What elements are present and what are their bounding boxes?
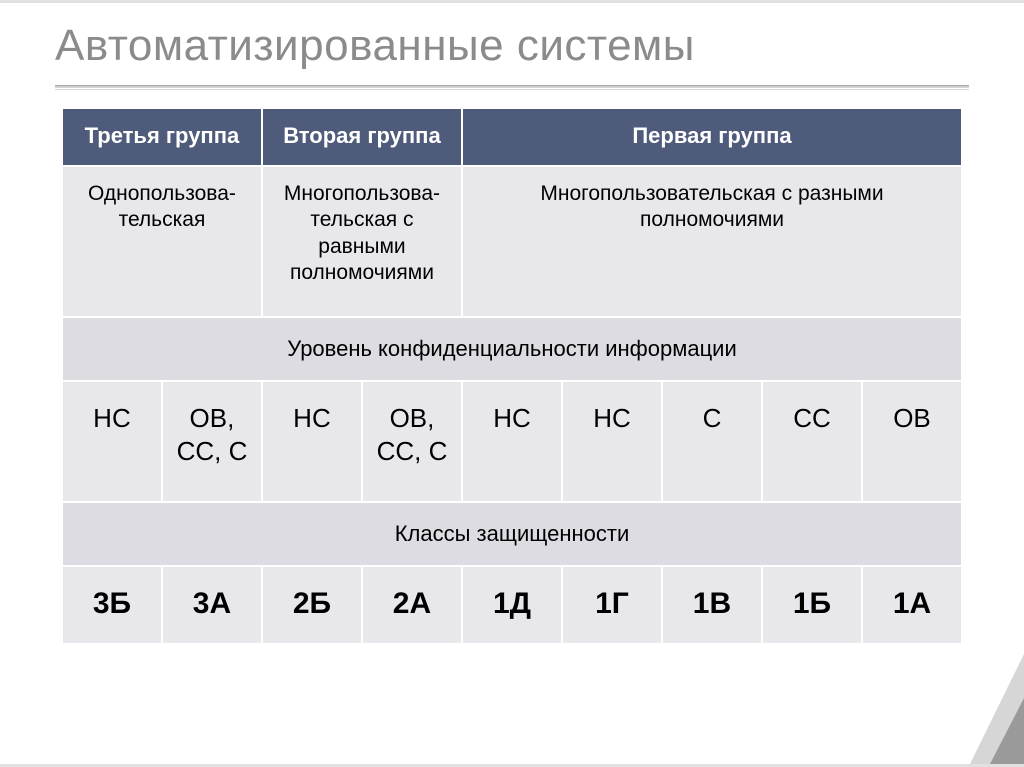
codes-row: 3Б 3А 2Б 2А 1Д 1Г 1В 1Б 1А bbox=[62, 566, 962, 644]
section-conf-label: Уровень конфиденциальности информации bbox=[62, 317, 962, 381]
section-class-row: Классы защищенности bbox=[62, 502, 962, 566]
slide-title: Автоматизированные системы bbox=[55, 21, 984, 71]
section-conf-row: Уровень конфиденциальности информации bbox=[62, 317, 962, 381]
conf-cell: ОВ bbox=[862, 381, 962, 502]
code-cell: 3А bbox=[162, 566, 262, 644]
conf-row: НС ОВ, СС, С НС ОВ, СС, С НС НС С СС ОВ bbox=[62, 381, 962, 502]
conf-cell: ОВ, СС, С bbox=[362, 381, 462, 502]
header-cell-group1: Первая группа bbox=[462, 108, 962, 166]
code-cell: 3Б bbox=[62, 566, 162, 644]
code-cell: 1А bbox=[862, 566, 962, 644]
header-cell-group2: Вторая группа bbox=[262, 108, 462, 166]
desc-cell-multi-diff: Многопользовательская с разными полномоч… bbox=[462, 166, 962, 317]
code-cell: 1В bbox=[662, 566, 762, 644]
description-row: Однопользова-тельская Многопользова-тель… bbox=[62, 166, 962, 317]
conf-cell: СС bbox=[762, 381, 862, 502]
desc-cell-multi-equal: Многопользова-тельская с равными полномо… bbox=[262, 166, 462, 317]
conf-cell: НС bbox=[462, 381, 562, 502]
header-row: Третья группа Вторая группа Первая групп… bbox=[62, 108, 962, 166]
conf-cell: С bbox=[662, 381, 762, 502]
classification-table: Третья группа Вторая группа Первая групп… bbox=[61, 107, 963, 645]
conf-cell: НС bbox=[62, 381, 162, 502]
header-cell-group3: Третья группа bbox=[62, 108, 262, 166]
code-cell: 1Д bbox=[462, 566, 562, 644]
conf-cell: НС bbox=[262, 381, 362, 502]
title-wrap: Автоматизированные системы bbox=[0, 3, 1024, 79]
code-cell: 2Б bbox=[262, 566, 362, 644]
desc-cell-single-user: Однопользова-тельская bbox=[62, 166, 262, 317]
slide: Автоматизированные системы Третья группа… bbox=[0, 0, 1024, 767]
conf-cell: НС bbox=[562, 381, 662, 502]
code-cell: 1Г bbox=[562, 566, 662, 644]
code-cell: 2А bbox=[362, 566, 462, 644]
section-class-label: Классы защищенности bbox=[62, 502, 962, 566]
conf-cell: ОВ, СС, С bbox=[162, 381, 262, 502]
corner-decor-icon bbox=[960, 654, 1024, 764]
title-divider bbox=[55, 85, 969, 95]
code-cell: 1Б bbox=[762, 566, 862, 644]
